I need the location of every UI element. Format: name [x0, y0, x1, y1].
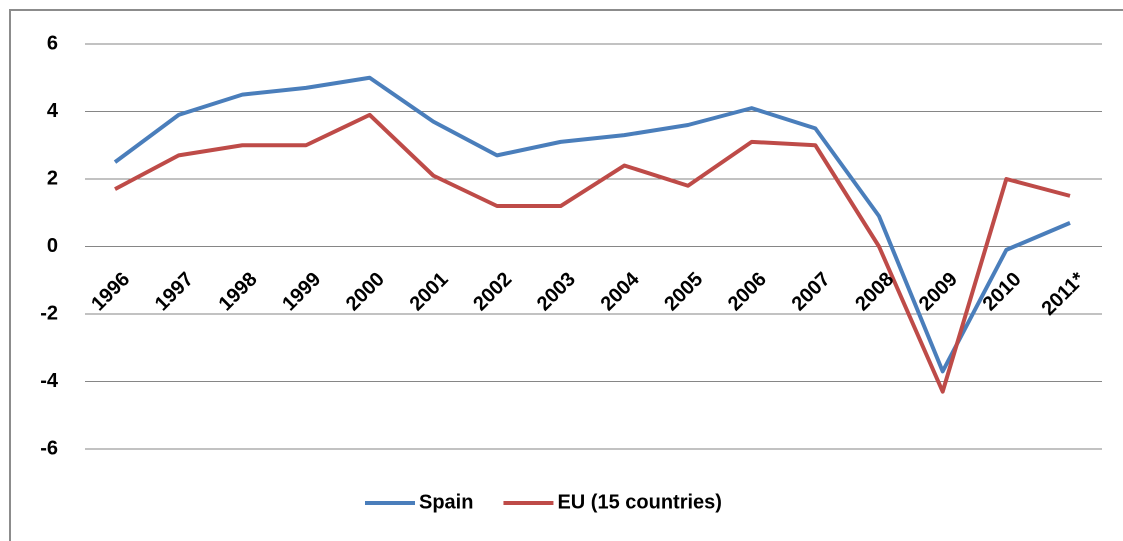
- y-tick-label: 4: [47, 100, 59, 122]
- x-tick-label: 1999: [278, 268, 325, 315]
- x-tick-label: 2010: [979, 268, 1026, 315]
- y-tick-label: -6: [40, 437, 58, 459]
- y-tick-label: 0: [47, 235, 58, 257]
- x-tick-label: 2003: [533, 268, 580, 315]
- y-tick-label: 2: [47, 167, 58, 189]
- x-tick-label: 1997: [151, 268, 198, 315]
- x-tick-label: 2000: [342, 268, 389, 315]
- y-tick-label: -4: [40, 370, 59, 392]
- x-tick-label: 1998: [215, 268, 262, 315]
- y-tick-label: -2: [40, 302, 58, 324]
- y-tick-label: 6: [47, 32, 58, 54]
- x-tick-label: 2009: [915, 268, 962, 315]
- legend-label: Spain: [419, 491, 473, 513]
- series-line: [113, 75, 1071, 374]
- x-tick-label: 2005: [660, 268, 707, 315]
- x-tick-label: 2001: [406, 268, 453, 315]
- x-tick-label: 2002: [469, 268, 516, 315]
- series-line: [114, 112, 1071, 394]
- x-tick-label: 2011*: [1038, 268, 1090, 320]
- x-tick-label: 1996: [87, 268, 134, 315]
- x-tick-label: 2004: [597, 268, 645, 316]
- chart-frame: [9, 9, 1123, 541]
- x-tick-label: 2006: [724, 268, 771, 315]
- x-tick-label: 2007: [788, 268, 835, 315]
- legend-label: EU (15 countries): [557, 491, 721, 513]
